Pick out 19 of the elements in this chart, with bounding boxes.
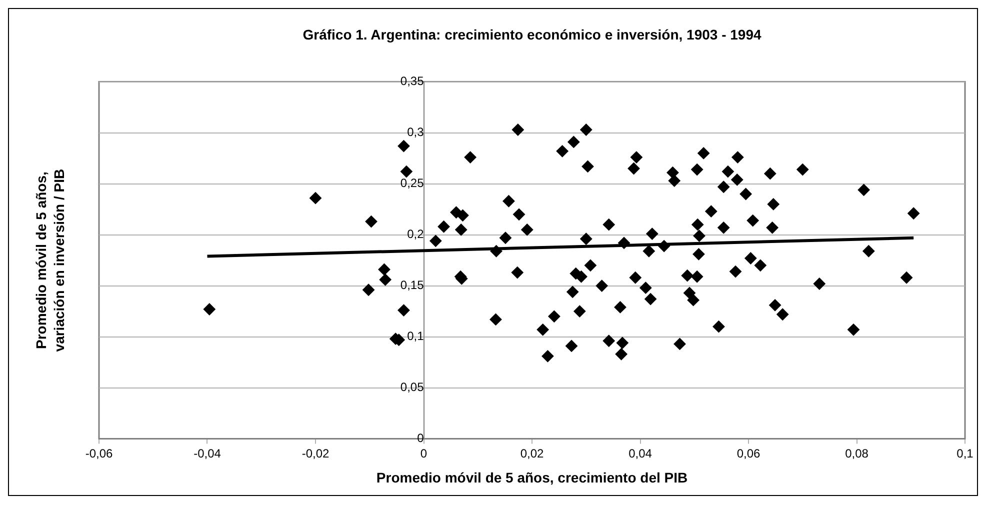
y-tick-label: 0,1 bbox=[407, 329, 424, 344]
x-tick-label: -0,02 bbox=[302, 446, 330, 460]
x-tick-label: -0,04 bbox=[194, 446, 222, 460]
y-axis-title: Promedio móvil de 5 años, variación en inversión / PIB bbox=[32, 168, 67, 352]
y-tick-label: 0,3 bbox=[407, 125, 424, 140]
y-tick-label: 0,35 bbox=[400, 74, 424, 88]
x-tick-label: 0,04 bbox=[628, 446, 652, 460]
chart-title: Gráfico 1. Argentina: crecimiento económico e inversión, 1903 - 1994 bbox=[302, 26, 762, 42]
y-tick-label: 0,25 bbox=[400, 176, 424, 190]
x-tick-label: 0,02 bbox=[520, 446, 544, 460]
y-tick-label: 0,15 bbox=[400, 278, 424, 292]
x-tick-label: -0,06 bbox=[85, 446, 113, 460]
x-tick-label: 0,1 bbox=[956, 446, 974, 460]
x-axis-title: Promedio móvil de 5 años, crecimiento del PIB bbox=[376, 469, 688, 486]
x-tick-label: 0,06 bbox=[736, 446, 760, 460]
y-tick-label: 0,05 bbox=[400, 380, 424, 394]
y-tick-label: 0 bbox=[417, 431, 424, 446]
x-tick-label: 0,08 bbox=[845, 446, 869, 460]
y-tick-label: 0,2 bbox=[407, 227, 424, 242]
